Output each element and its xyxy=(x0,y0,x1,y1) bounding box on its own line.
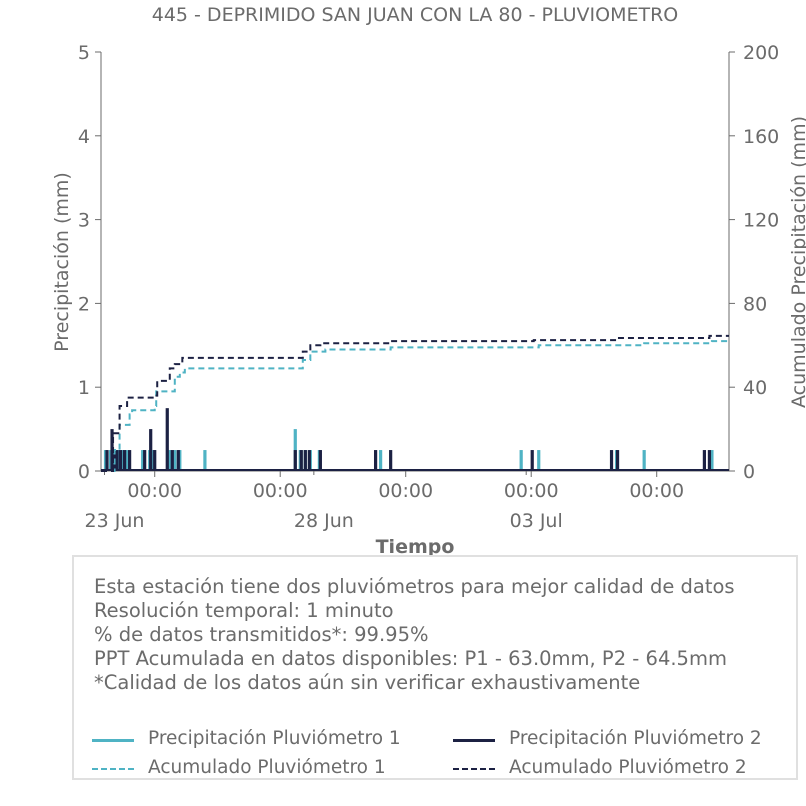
info-line: Resolución temporal: 1 minuto xyxy=(94,599,394,622)
precip-bar xyxy=(609,450,614,471)
x-tick-label-date: 23 Jun xyxy=(85,510,145,532)
x-tick-label-major: 00:00 xyxy=(127,480,182,502)
precip-bar xyxy=(519,450,523,471)
precip-bar xyxy=(299,450,303,471)
legend-swatch xyxy=(453,739,495,742)
precip-bar xyxy=(293,450,297,471)
y-tick-label-left: 5 xyxy=(78,42,90,64)
precip-bar xyxy=(307,450,311,471)
precip-bar xyxy=(168,450,172,471)
precip-bar xyxy=(141,450,145,471)
y-tick-label-left: 2 xyxy=(78,293,90,315)
precip-bar xyxy=(389,450,393,471)
y-axis-label-right: Acumulado Precipitación (mm) xyxy=(788,116,806,408)
plot-area: 0 1 2 3 4 5 0 40 80 120 160 200 00:00 00:00 00:00 00:00… xyxy=(78,42,779,532)
legend-swatch xyxy=(453,768,495,770)
precip-bar xyxy=(153,450,157,471)
y-axis-label-left: Precipitación (mm) xyxy=(51,172,73,352)
y-tick-label-right: 40 xyxy=(743,377,767,399)
precip-bar xyxy=(379,450,383,471)
x-tick-label-major: 00:00 xyxy=(629,480,684,502)
precip-bar xyxy=(110,429,114,471)
precip-bar xyxy=(537,450,541,471)
precip-bar xyxy=(642,450,646,471)
precip-bar xyxy=(303,450,307,471)
legend: Precipitación Pluviómetro 1 Precipitació… xyxy=(92,728,792,789)
x-tick-label-date: 28 Jun xyxy=(294,510,354,532)
info-box: Esta estación tiene dos pluviómetros par… xyxy=(72,555,798,780)
x-axis-label: Tiempo xyxy=(376,536,455,558)
precip-bar xyxy=(128,450,132,471)
precip-bar xyxy=(170,450,174,471)
precip-bar xyxy=(702,450,707,471)
y-tick-label-left: 3 xyxy=(78,210,90,232)
cumulative-line xyxy=(101,334,729,472)
precip-bar xyxy=(122,450,127,471)
precip-bar xyxy=(707,450,712,471)
x-tick-label-major: 00:00 xyxy=(378,480,433,502)
legend-label: Precipitación Pluviómetro 2 xyxy=(509,728,762,749)
y-tick-label-right: 160 xyxy=(743,126,779,148)
precip-bar xyxy=(118,450,123,471)
chart-title: 445 - DEPRIMIDO SAN JUAN CON LA 80 - PLU… xyxy=(152,4,679,26)
legend-label: Precipitación Pluviómetro 1 xyxy=(148,728,401,749)
legend-swatch xyxy=(92,768,134,770)
legend-label: Acumulado Pluviómetro 1 xyxy=(148,757,386,778)
precip-bar xyxy=(115,450,119,471)
precip-bar xyxy=(120,450,125,471)
legend-label: Acumulado Pluviómetro 2 xyxy=(509,757,747,778)
y-tick-label-right: 0 xyxy=(743,461,755,483)
y-tick-label-left: 1 xyxy=(78,377,90,399)
precip-bar xyxy=(318,450,322,471)
precip-bar xyxy=(105,450,109,471)
precip-bar xyxy=(165,408,169,471)
y-tick-label-left: 4 xyxy=(78,126,90,148)
y-tick-label-right: 200 xyxy=(743,42,779,64)
x-tick-label-major: 00:00 xyxy=(253,480,308,502)
y-tick-label-right: 120 xyxy=(743,210,779,232)
info-line: PPT Acumulada en datos disponibles: P1 -… xyxy=(94,647,727,670)
chart: 445 - DEPRIMIDO SAN JUAN CON LA 80 - PLU… xyxy=(51,4,806,558)
x-tick-label-major: 00:00 xyxy=(504,480,559,502)
precip-bar xyxy=(176,450,180,471)
precip-bar xyxy=(203,450,207,471)
info-line: % de datos transmitidos*: 99.95% xyxy=(94,623,429,646)
precip-bar xyxy=(710,450,714,471)
info-line: Esta estación tiene dos pluviómetros par… xyxy=(94,575,735,598)
legend-swatch xyxy=(92,739,134,742)
cumulative-line xyxy=(101,340,729,472)
y-tick-label-right: 80 xyxy=(743,293,767,315)
precip-bar xyxy=(373,450,378,471)
precip-bar xyxy=(173,450,177,471)
precip-bar xyxy=(125,450,129,471)
info-lines: Esta estación tiene dos pluviómetros par… xyxy=(94,575,735,695)
x-tick-label-date: 03 Jul xyxy=(510,510,563,532)
info-line: *Calidad de los datos aún sin verificar … xyxy=(94,671,641,694)
precip-bar xyxy=(530,450,534,471)
y-tick-label-left: 0 xyxy=(78,461,90,483)
precip-bar xyxy=(149,429,153,471)
precip-bar xyxy=(143,450,147,471)
precip-bar xyxy=(615,450,620,471)
